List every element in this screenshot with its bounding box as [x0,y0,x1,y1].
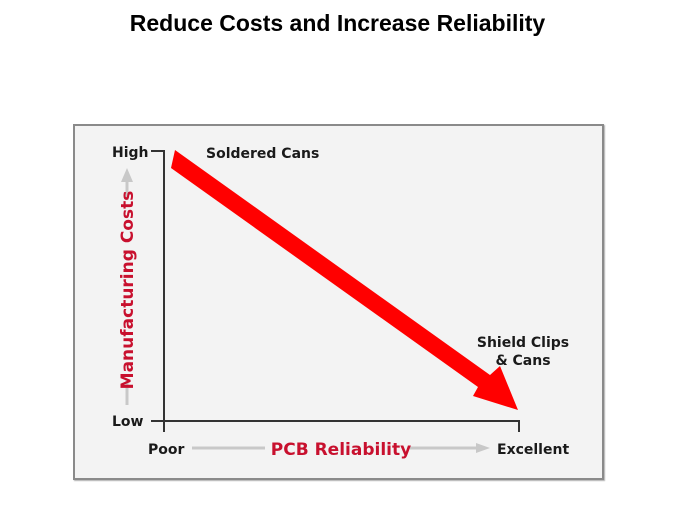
y-axis-title: Manufacturing Costs [118,191,138,390]
x-guide-arrowhead-icon [476,443,490,453]
shield-clips-label-line2: & Cans [495,353,550,369]
x-axis-line [151,420,520,432]
y-low-label: Low [112,414,144,430]
y-guide-arrowhead-icon [121,168,133,182]
y-axis-line [151,150,165,432]
x-excellent-label: Excellent [497,442,569,458]
x-poor-label: Poor [148,442,184,458]
slide-title: Reduce Costs and Increase Reliability [129,10,546,36]
soldered-cans-label: Soldered Cans [206,146,319,162]
x-axis-title: PCB Reliability [271,440,411,460]
trend-arrow-icon [171,150,518,410]
shield-clips-label-line1: Shield Clips [477,335,569,351]
y-high-label: High [112,145,149,161]
